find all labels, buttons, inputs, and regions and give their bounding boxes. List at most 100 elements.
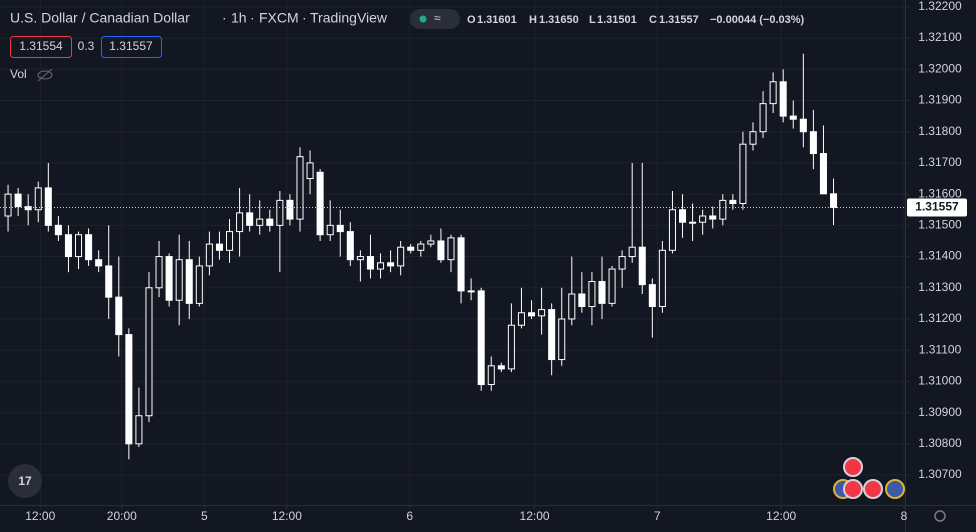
y-tick-label: 1.31900 [918, 93, 962, 107]
y-tick-label: 1.31800 [918, 124, 962, 138]
x-tick-label: 20:00 [107, 509, 137, 523]
candle-body [648, 284, 656, 307]
y-tick-label: 1.31300 [918, 280, 962, 294]
candle-body [749, 131, 757, 145]
candle-body [356, 256, 364, 261]
settings-icon[interactable] [934, 510, 946, 522]
candle-body [477, 290, 485, 386]
candle-body [588, 281, 596, 307]
x-tick-label: 7 [654, 509, 661, 523]
last-price-label: 1.31557 [915, 200, 959, 214]
bid: 1.31554 [19, 39, 63, 53]
candle-body [427, 240, 435, 245]
l-value: 1.31501 [597, 14, 637, 26]
separator: · [250, 10, 255, 26]
plot-area [0, 0, 905, 505]
candle-body [497, 365, 505, 370]
volume-label: Vol [10, 67, 27, 81]
candle-body [689, 221, 697, 224]
candle-body [165, 256, 173, 301]
candle-body [578, 293, 586, 307]
separator: · [222, 10, 227, 26]
candle-body [608, 268, 616, 304]
candle-body [457, 237, 465, 292]
y-tick-label: 1.30700 [918, 467, 962, 481]
legend: U.S. Dollar / Canadian Dollar 1h FXCM Tr… [10, 9, 805, 82]
status-pill[interactable] [410, 9, 460, 29]
y-tick-label: 1.30800 [918, 436, 962, 450]
y-tick-label: 1.32000 [918, 61, 962, 75]
candle-body [538, 309, 546, 317]
candle-body [306, 162, 314, 180]
y-tick-label: 1.31600 [918, 186, 962, 200]
candle-body [155, 256, 163, 289]
ask: 1.31557 [109, 39, 153, 53]
separator: · [302, 10, 307, 26]
candle-body [487, 365, 495, 386]
x-tick-label: 12:00 [766, 509, 796, 523]
candle-body [205, 243, 213, 267]
candle-body [34, 187, 42, 211]
candle-body [628, 246, 636, 258]
candle-body [668, 209, 676, 251]
c-label: C [649, 14, 657, 26]
ask-box[interactable] [101, 36, 162, 58]
candle-body [377, 262, 385, 270]
candle-body [226, 231, 234, 251]
candle-body [286, 199, 294, 220]
symbol: U.S. Dollar / Canadian Dollar [10, 10, 190, 26]
candle-body [467, 290, 475, 293]
candle-body [809, 131, 817, 155]
candle-body [719, 199, 727, 220]
candle-body [185, 259, 193, 304]
candle-body [115, 296, 123, 336]
candle-body [397, 246, 405, 267]
candle-body [236, 212, 244, 233]
status-dot [419, 15, 427, 23]
candle-body [366, 256, 374, 270]
y-tick-label: 1.31200 [918, 311, 962, 325]
candle-body [789, 115, 797, 120]
candle-body [638, 246, 646, 286]
last-price-box [907, 198, 967, 217]
candle-body [24, 206, 32, 211]
event-flags [833, 457, 905, 499]
candle-body [447, 237, 455, 261]
x-tick-label: 6 [406, 509, 413, 523]
candle-body [417, 243, 425, 251]
candle-body [507, 324, 515, 370]
candle-body [558, 318, 566, 361]
candle-body [739, 143, 747, 204]
candle-body [195, 265, 203, 304]
candle-body [679, 209, 687, 223]
candle-body [437, 240, 445, 261]
candle-body [598, 281, 606, 304]
y-tick-label: 1.31000 [918, 374, 962, 388]
candle-body [769, 81, 777, 105]
candle-body [759, 103, 767, 133]
candle-body [517, 312, 525, 326]
candle-body [819, 153, 827, 195]
y-tick-label: 1.31400 [918, 249, 962, 263]
x-tick-label: 8 [901, 509, 908, 523]
o-label: O [467, 14, 476, 26]
candle-body [709, 215, 717, 220]
candle-body [658, 249, 666, 307]
y-tick-label: 1.31100 [919, 342, 962, 356]
candle-body [618, 256, 626, 270]
c-value: 1.31557 [659, 14, 699, 26]
candle-body [326, 224, 334, 236]
candle-body [145, 287, 153, 417]
h-label: H [529, 14, 537, 26]
candle-body [316, 171, 324, 236]
candle-body [175, 259, 183, 301]
o-value: 1.31601 [477, 14, 517, 26]
x-tick-label: 12:00 [272, 509, 302, 523]
hide-icon[interactable] [37, 68, 53, 82]
candle-body [779, 81, 787, 117]
bid-box[interactable] [10, 36, 72, 58]
status-icon: ≈ [434, 11, 441, 25]
y-tick-label: 1.31500 [918, 218, 962, 232]
